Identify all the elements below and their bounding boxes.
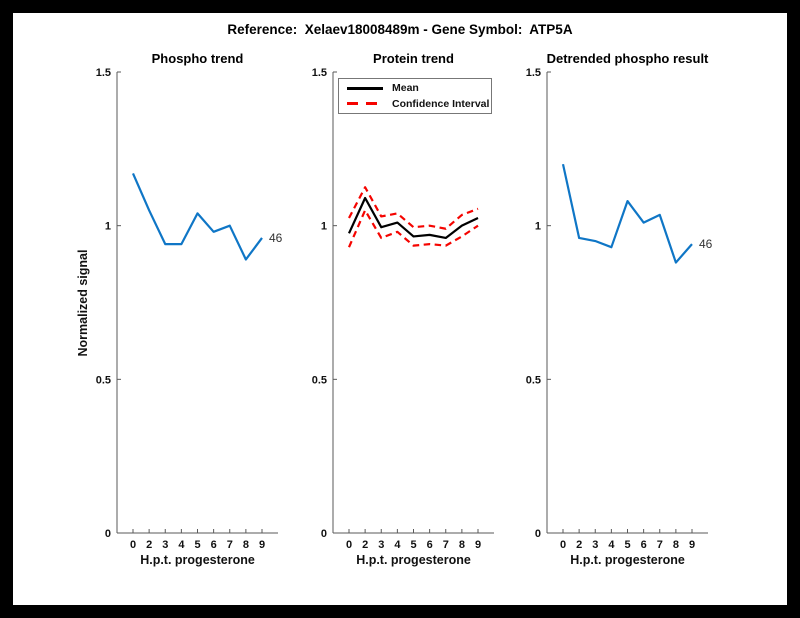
y-tick-label: 1.5	[526, 67, 541, 79]
legend: Mean Confidence Interval	[338, 78, 492, 114]
x-tick-label: 6	[427, 539, 433, 551]
x-tick-label: 0	[560, 539, 566, 551]
y-tick-label: 0.5	[312, 374, 327, 386]
subplot-2: 00.511.50 2 3 4 5 6 7 8 946	[526, 67, 713, 551]
series-line	[347, 196, 479, 240]
x-tick-label: 8	[459, 539, 465, 551]
x-tick-label: 4	[178, 539, 185, 551]
legend-label-confidence-interval: Confidence Interval	[392, 97, 490, 110]
confidence-interval-swatch-icon	[347, 102, 383, 105]
legend-item-confidence-interval: Confidence Interval	[339, 98, 491, 110]
x-axis-label-2: H.p.t. progesterone	[356, 553, 471, 567]
x-tick-label: 5	[194, 539, 200, 551]
subplot-title-detrended-phospho: Detrended phospho result	[546, 51, 709, 66]
x-tick-label: 7	[443, 539, 449, 551]
x-tick-label: 8	[673, 539, 679, 551]
subplot-1: 00.511.50 2 3 4 5 6 7 8 9	[312, 67, 494, 551]
x-tick-label: 7	[227, 539, 233, 551]
x-tick-label: 3	[592, 539, 598, 551]
x-axis-label-3: H.p.t. progesterone	[570, 553, 685, 567]
y-tick-label: 0	[535, 528, 541, 540]
y-tick-label: 1	[321, 221, 327, 233]
x-tick-label: 5	[410, 539, 416, 551]
x-tick-label: 9	[689, 539, 695, 551]
y-tick-label: 1.5	[312, 67, 327, 79]
y-tick-label: 0.5	[526, 374, 541, 386]
series-line	[348, 186, 479, 230]
x-tick-label: 9	[259, 539, 265, 551]
x-tick-label: 9	[475, 539, 481, 551]
series-line	[131, 172, 263, 261]
x-tick-label: 0	[346, 539, 352, 551]
y-tick-label: 1.5	[96, 67, 111, 79]
legend-label-mean: Mean	[392, 82, 419, 95]
subplot-title-phospho-trend: Phospho trend	[151, 51, 244, 66]
y-axis-label: Normalized signal	[76, 249, 90, 357]
series-line	[347, 209, 479, 248]
y-tick-label: 1	[535, 221, 541, 233]
series-end-annotation: 46	[269, 231, 283, 245]
series-end-annotation: 46	[699, 237, 713, 251]
series-line	[561, 163, 693, 264]
x-tick-label: 4	[608, 539, 615, 551]
x-tick-label: 2	[576, 539, 582, 551]
y-tick-label: 0	[321, 528, 327, 540]
x-tick-label: 7	[657, 539, 663, 551]
x-tick-label: 0	[130, 539, 136, 551]
legend-item-mean: Mean	[339, 82, 491, 94]
x-tick-label: 5	[624, 539, 630, 551]
x-axis-label-1: H.p.t. progesterone	[140, 553, 255, 567]
x-tick-label: 2	[362, 539, 368, 551]
subplot-title-protein-trend: Protein trend	[373, 51, 454, 66]
x-tick-label: 3	[378, 539, 384, 551]
y-tick-label: 0.5	[96, 374, 111, 386]
x-tick-label: 2	[146, 539, 152, 551]
x-tick-label: 4	[394, 539, 401, 551]
figure-canvas: Reference: Xelaev18008489m - Gene Symbol…	[13, 13, 787, 605]
x-tick-label: 8	[243, 539, 249, 551]
x-tick-label: 6	[211, 539, 217, 551]
subplot-0: 00.511.50 2 3 4 5 6 7 8 946	[96, 67, 283, 551]
mean-line-swatch-icon	[347, 87, 383, 90]
x-tick-label: 3	[162, 539, 168, 551]
x-tick-label: 6	[641, 539, 647, 551]
figure-title: Reference: Xelaev18008489m - Gene Symbol…	[227, 22, 573, 37]
y-tick-label: 1	[105, 221, 111, 233]
y-tick-label: 0	[105, 528, 111, 540]
